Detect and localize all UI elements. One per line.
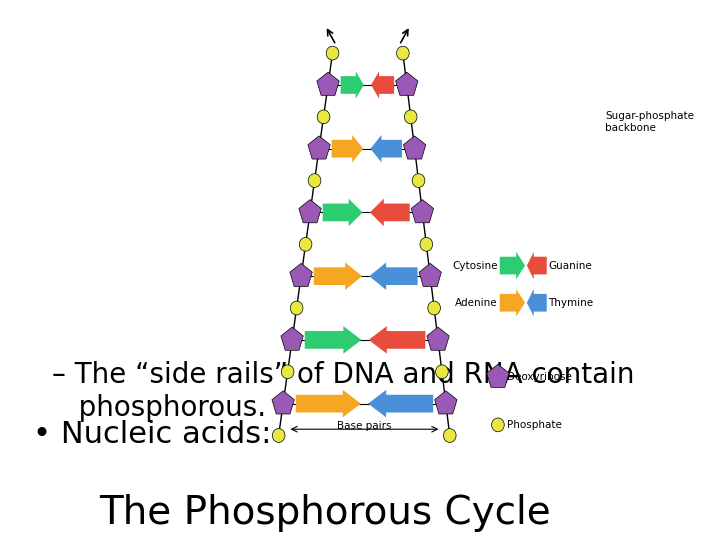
Circle shape [397,46,409,60]
Circle shape [282,365,294,379]
Polygon shape [419,264,441,287]
Text: Thymine: Thymine [549,298,594,308]
Polygon shape [281,327,303,350]
Circle shape [420,238,433,251]
Text: Cytosine: Cytosine [452,261,498,271]
Polygon shape [290,264,312,287]
Text: Phosphate: Phosphate [507,420,562,430]
Text: Base pairs: Base pairs [337,421,392,431]
Polygon shape [371,71,394,99]
Polygon shape [332,135,363,163]
Circle shape [492,418,504,432]
Circle shape [412,174,425,187]
Polygon shape [368,390,433,417]
Circle shape [318,110,330,124]
Text: • Nucleic acids:: • Nucleic acids: [32,420,271,449]
Polygon shape [369,326,426,354]
Polygon shape [411,200,433,223]
Polygon shape [500,252,525,279]
Polygon shape [403,136,426,159]
Circle shape [436,365,449,379]
Polygon shape [296,390,361,417]
Circle shape [326,46,339,60]
Polygon shape [341,71,364,99]
Polygon shape [527,289,546,316]
Polygon shape [527,252,546,279]
Polygon shape [371,135,402,163]
Circle shape [428,301,441,315]
Circle shape [308,174,321,187]
Polygon shape [314,262,362,290]
Circle shape [300,238,312,251]
Polygon shape [317,72,339,96]
Polygon shape [323,199,363,226]
Circle shape [405,110,417,124]
Polygon shape [299,200,321,223]
Text: – The “side rails” of DNA and RNA contain
   phosphorous.: – The “side rails” of DNA and RNA contai… [52,361,634,422]
Text: Adenine: Adenine [455,298,498,308]
Text: Guanine: Guanine [549,261,593,271]
Polygon shape [305,326,361,354]
Polygon shape [395,72,418,96]
Polygon shape [427,327,449,350]
Text: The Phosphorous Cycle: The Phosphorous Cycle [99,494,552,532]
Circle shape [444,429,456,442]
Text: Sugar-phosphate
backbone: Sugar-phosphate backbone [606,111,694,133]
Polygon shape [272,391,294,414]
Polygon shape [487,364,509,387]
Polygon shape [435,391,457,414]
Polygon shape [500,289,525,316]
Polygon shape [369,262,418,290]
Text: Deoxyribose: Deoxyribose [507,372,572,382]
Polygon shape [370,199,410,226]
Circle shape [272,429,285,442]
Circle shape [290,301,303,315]
Polygon shape [308,136,330,159]
